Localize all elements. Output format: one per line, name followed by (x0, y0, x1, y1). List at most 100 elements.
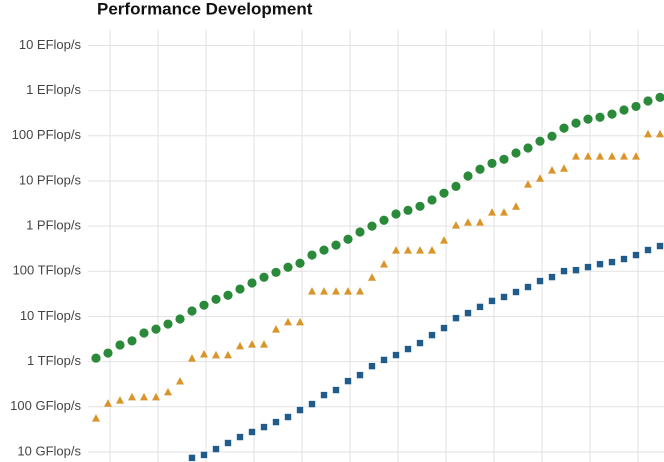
point (140, 392, 148, 401)
point (416, 246, 424, 254)
point (236, 433, 244, 441)
point (404, 345, 412, 353)
point (535, 136, 545, 146)
point (548, 166, 556, 174)
point (200, 349, 208, 358)
point (319, 245, 329, 255)
point (416, 339, 424, 347)
point (607, 109, 617, 119)
point (427, 195, 437, 205)
point (247, 278, 257, 288)
point (212, 350, 220, 359)
point (224, 350, 232, 359)
y-tick-label: 1 PFlop/s (26, 218, 81, 233)
point (584, 263, 592, 271)
point (488, 208, 496, 216)
point (403, 205, 413, 215)
point (595, 112, 605, 122)
point (524, 180, 532, 188)
point (368, 362, 376, 370)
point (127, 336, 137, 346)
point (296, 317, 304, 326)
point (320, 287, 328, 295)
point (284, 317, 292, 326)
point (440, 236, 448, 244)
point (164, 387, 172, 396)
point (512, 202, 520, 210)
point (175, 314, 185, 324)
point (391, 209, 401, 219)
point (295, 258, 305, 268)
point (452, 314, 460, 322)
point (523, 143, 533, 153)
point (464, 218, 472, 226)
point (620, 255, 628, 263)
point (596, 152, 604, 160)
point (404, 246, 412, 254)
point (188, 354, 196, 362)
y-tick-label: 1 TFlop/s (27, 353, 81, 368)
point (248, 340, 256, 348)
point (415, 201, 425, 211)
point (187, 306, 197, 316)
point (344, 287, 352, 295)
point (571, 118, 581, 128)
point (332, 386, 340, 394)
point (104, 399, 112, 407)
y-tick-label: 100 TFlop/s (13, 263, 82, 278)
point (572, 152, 580, 160)
chart-title: Performance Development (97, 0, 313, 18)
point (260, 340, 268, 348)
point (620, 152, 628, 160)
point (380, 260, 388, 268)
point (284, 413, 292, 421)
point (248, 428, 256, 436)
point (355, 227, 365, 237)
point (115, 340, 125, 350)
point (524, 283, 532, 291)
point (320, 391, 328, 399)
y-tick-label: 100 GFlop/s (10, 398, 81, 413)
point (500, 208, 508, 216)
point (272, 418, 280, 426)
point (632, 251, 640, 259)
vertical-grid (109, 30, 639, 462)
point (368, 273, 376, 281)
point (235, 284, 245, 294)
point (259, 272, 269, 282)
point (475, 164, 485, 174)
point (463, 171, 473, 181)
point (451, 181, 461, 191)
point (260, 423, 268, 431)
point (392, 351, 400, 359)
point (331, 240, 341, 250)
point (596, 260, 604, 268)
point (476, 218, 484, 226)
point (307, 250, 317, 260)
point (440, 324, 448, 332)
point (548, 273, 556, 281)
point (128, 392, 136, 401)
point (439, 188, 449, 198)
point (271, 267, 281, 277)
point (655, 92, 664, 103)
point (92, 414, 100, 422)
point (116, 396, 124, 404)
point (560, 164, 568, 172)
point (608, 258, 616, 266)
point (487, 158, 497, 168)
point (379, 215, 389, 225)
point (176, 377, 184, 385)
point (392, 246, 400, 254)
point (631, 101, 641, 112)
point (643, 96, 653, 106)
point (656, 129, 664, 138)
point (223, 290, 233, 300)
point (308, 400, 316, 408)
point (296, 406, 304, 414)
point (344, 377, 352, 385)
point (583, 114, 593, 124)
point (211, 294, 221, 304)
